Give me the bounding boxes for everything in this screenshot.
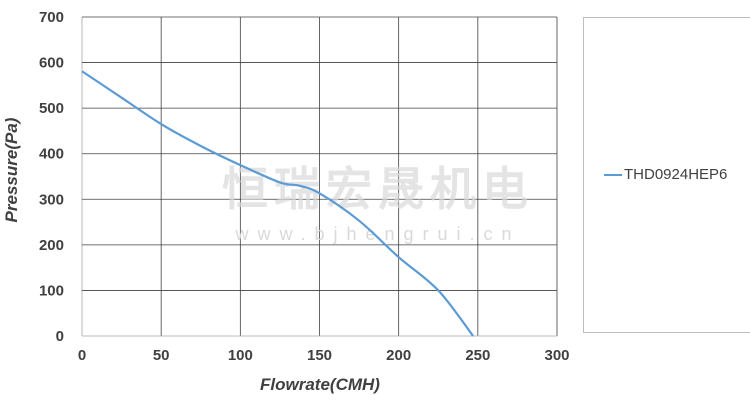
y-tick-label: 600	[39, 55, 64, 72]
x-tick-labels: 0 50 100 150 200 250 300	[78, 347, 570, 364]
legend: THD0924HEP6	[583, 17, 750, 333]
legend-label: THD0924HEP6	[624, 166, 728, 183]
y-tick-label: 700	[39, 9, 64, 26]
x-axis-title: Flowrate(CMH)	[260, 375, 380, 394]
watermark: 恒瑞宏晟机电 www.bjhengrui.cn	[222, 162, 534, 244]
x-tick-label: 100	[228, 347, 253, 364]
grid	[81, 16, 558, 337]
y-tick-label: 100	[39, 282, 64, 299]
watermark-text: 恒瑞宏晟机电	[222, 162, 534, 216]
y-tick-labels: 0 100 200 300 400 500 600 700	[39, 9, 64, 345]
y-axis-title: Pressure(Pa)	[2, 117, 21, 222]
x-tick-label: 200	[386, 347, 411, 364]
x-tick-label: 300	[544, 347, 569, 364]
y-tick-label: 500	[39, 100, 64, 117]
x-tick-label: 50	[153, 347, 170, 364]
y-tick-label: 200	[39, 237, 64, 254]
x-tick-label: 250	[465, 347, 490, 364]
y-tick-label: 400	[39, 146, 64, 163]
x-tick-label: 150	[307, 347, 332, 364]
y-tick-label: 0	[56, 328, 64, 345]
legend-swatch	[604, 173, 622, 176]
watermark-url: www.bjhengrui.cn	[234, 224, 520, 244]
y-tick-label: 300	[39, 191, 64, 208]
series-line-THD0924HEP6	[81, 70, 474, 337]
x-tick-label: 0	[78, 347, 86, 364]
legend-item: THD0924HEP6	[604, 166, 727, 183]
